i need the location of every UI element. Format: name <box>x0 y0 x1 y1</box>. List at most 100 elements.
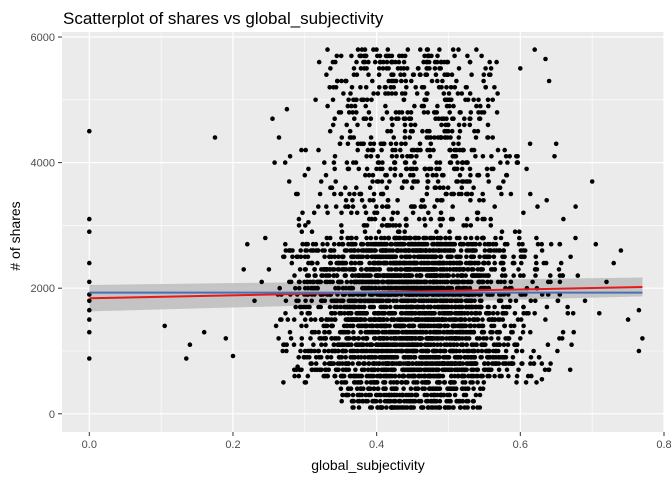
data-point <box>302 348 308 354</box>
data-point <box>545 342 551 348</box>
data-point <box>454 179 459 184</box>
data-point <box>358 191 364 197</box>
data-point <box>441 185 446 190</box>
data-point <box>378 248 384 253</box>
data-point <box>458 248 464 253</box>
data-point <box>327 85 333 90</box>
data-point <box>557 241 562 247</box>
data-point <box>471 398 477 404</box>
data-point <box>459 373 465 379</box>
data-point <box>365 241 370 247</box>
data-point <box>495 279 501 285</box>
data-point <box>343 185 348 190</box>
data-point <box>305 373 311 379</box>
data-point <box>342 248 348 253</box>
x-tick-label: 0.0 <box>82 439 97 451</box>
data-point <box>472 128 477 134</box>
data-point <box>497 355 503 360</box>
data-point <box>476 260 481 266</box>
data-point <box>354 210 360 216</box>
data-point <box>477 241 483 247</box>
data-point <box>312 317 318 322</box>
data-point <box>383 248 389 253</box>
data-point <box>276 135 282 140</box>
data-point <box>448 147 453 153</box>
data-point <box>381 311 386 316</box>
data-point <box>380 66 386 71</box>
data-point <box>319 342 324 348</box>
data-point <box>376 317 382 322</box>
data-point <box>312 348 317 354</box>
data-point <box>500 304 506 310</box>
data-point <box>502 147 508 153</box>
data-point <box>431 235 436 241</box>
data-point <box>393 91 399 96</box>
data-point <box>355 47 361 52</box>
data-point <box>512 229 518 234</box>
data-point <box>347 336 352 341</box>
data-point <box>410 342 416 348</box>
data-point <box>597 311 602 316</box>
data-point <box>408 204 414 209</box>
data-point <box>296 223 302 228</box>
data-point <box>337 342 342 348</box>
data-point <box>435 53 440 59</box>
y-axis-title: # of shares <box>7 201 23 270</box>
data-point <box>449 304 454 310</box>
data-point <box>351 66 357 71</box>
data-point <box>464 254 469 260</box>
data-point <box>441 348 446 354</box>
data-point <box>369 405 375 410</box>
data-point <box>475 373 480 379</box>
data-point <box>284 342 290 348</box>
data-point <box>472 260 478 266</box>
data-point <box>530 279 535 285</box>
data-point <box>355 248 361 253</box>
data-point <box>378 59 383 65</box>
data-point <box>334 380 340 385</box>
data-point <box>291 317 297 322</box>
data-point <box>392 373 398 379</box>
data-point <box>514 342 520 348</box>
data-point <box>506 373 511 379</box>
data-point <box>349 210 354 216</box>
data-point <box>310 260 315 266</box>
data-point <box>418 348 424 354</box>
data-point <box>516 267 521 272</box>
data-point <box>342 260 348 266</box>
data-point <box>350 392 356 398</box>
data-point <box>444 267 450 272</box>
data-point <box>411 298 417 304</box>
data-point <box>570 311 576 316</box>
data-point <box>438 66 444 71</box>
data-point <box>323 336 329 341</box>
data-point <box>310 241 316 247</box>
data-point <box>439 336 444 341</box>
data-point <box>389 241 395 247</box>
data-point <box>345 311 351 316</box>
data-point <box>303 298 308 304</box>
data-point <box>334 304 340 310</box>
data-point <box>455 273 460 278</box>
data-point <box>315 279 320 285</box>
data-point <box>360 97 365 103</box>
data-point <box>618 248 624 253</box>
data-point <box>414 260 420 266</box>
data-point <box>371 191 377 197</box>
data-point <box>453 386 459 392</box>
data-point <box>346 110 352 115</box>
data-point <box>362 229 368 234</box>
data-point <box>407 135 413 140</box>
data-point <box>471 329 477 335</box>
data-point <box>543 56 548 62</box>
data-point <box>339 135 345 140</box>
data-point <box>399 141 404 147</box>
data-point <box>518 254 524 260</box>
data-point <box>497 342 503 348</box>
data-point <box>295 191 300 197</box>
data-point <box>399 78 404 84</box>
data-point <box>448 160 454 165</box>
data-point <box>413 241 418 247</box>
data-point <box>87 307 92 313</box>
data-point <box>417 336 423 341</box>
